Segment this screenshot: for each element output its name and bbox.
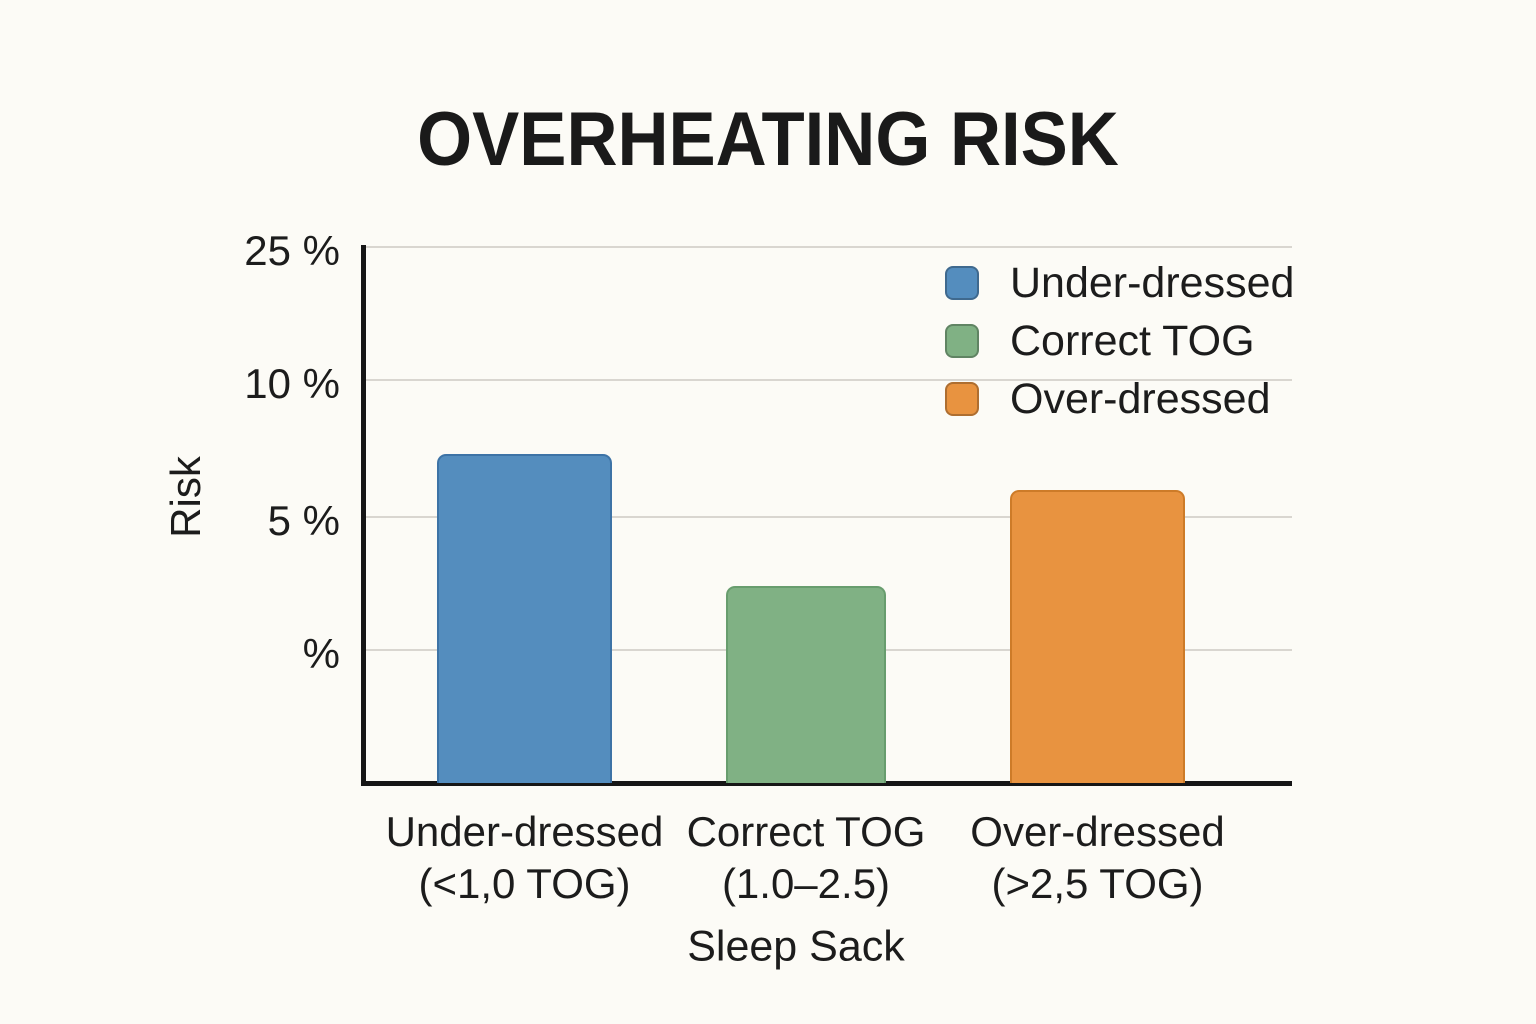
x-category-label: Correct TOG (1.0–2.5)	[636, 806, 976, 910]
legend-item: Correct TOG	[945, 317, 1294, 365]
x-axis-title: Sleep Sack	[687, 922, 905, 971]
gridline	[363, 379, 1292, 381]
x-category-range: (1.0–2.5)	[721, 860, 891, 907]
y-tick-label: %	[302, 630, 340, 677]
legend-swatch-icon	[945, 266, 979, 300]
y-tick-label: 5 %	[267, 497, 340, 544]
x-category-range: (<1,0 TOG)	[418, 860, 631, 907]
bar-under-dressed	[437, 453, 612, 783]
bar-over-dressed	[1010, 489, 1185, 783]
y-axis-title: Risk	[162, 456, 209, 538]
x-category-name: Under-dressed	[385, 808, 664, 855]
legend: Under-dressed Correct TOG Over-dressed	[945, 259, 1294, 438]
x-axis-line	[361, 781, 1292, 786]
gridline	[363, 246, 1292, 248]
legend-label: Under-dressed	[1010, 258, 1295, 307]
y-tick-label: 25 %	[244, 227, 340, 274]
legend-item: Under-dressed	[945, 259, 1294, 307]
y-tick-label: 10 %	[244, 360, 340, 407]
legend-swatch-icon	[945, 382, 979, 416]
legend-label: Over-dressed	[1010, 374, 1271, 423]
gridline	[363, 516, 1292, 518]
x-category-name: Over-dressed	[970, 808, 1225, 855]
x-category-name: Correct TOG	[686, 808, 926, 855]
x-category-label: Over-dressed (>2,5 TOG)	[928, 806, 1268, 910]
chart-title: OVERHEATING RISK	[417, 97, 1119, 182]
x-category-label: Under-dressed (<1,0 TOG)	[355, 806, 695, 910]
legend-swatch-icon	[945, 324, 979, 358]
bar-correct-tog	[726, 586, 886, 783]
y-axis-line	[361, 245, 366, 786]
legend-label: Correct TOG	[1010, 316, 1255, 365]
legend-item: Over-dressed	[945, 375, 1294, 423]
x-category-range: (>2,5 TOG)	[991, 860, 1204, 907]
